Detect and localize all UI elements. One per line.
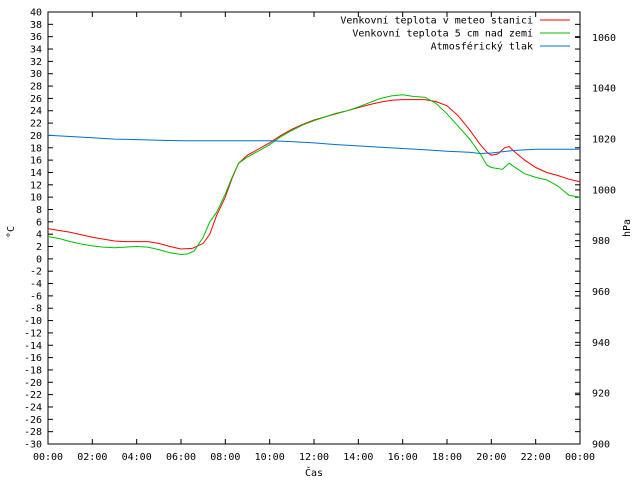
x-tick-label: 10:00: [255, 452, 285, 463]
series-lines: [47, 94, 581, 256]
y-left-tick-label: -18: [24, 365, 42, 376]
legend-label: Venkovní teplota v meteo stanici: [340, 15, 533, 27]
y-left-tick-label: -2: [30, 267, 42, 278]
y-left-tick-label: 32: [30, 57, 42, 68]
y-left-tick-label: -24: [24, 402, 42, 413]
y-left-tick-label: -26: [24, 415, 42, 426]
x-tick-label: 08:00: [210, 452, 240, 463]
y-left-tick-label: 0: [36, 254, 42, 265]
series-line-1: [47, 94, 581, 256]
y-left-tick-label: 40: [30, 8, 42, 19]
y-right-tick-label: 960: [592, 287, 610, 298]
legend: Venkovní teplota v meteo staniciVenkovní…: [340, 15, 570, 53]
x-tick-label: 12:00: [299, 452, 329, 463]
y-left-tick-label: 18: [30, 143, 42, 154]
y-left-tick-label: 36: [30, 32, 42, 43]
y-left-tick-label: -10: [24, 316, 42, 327]
x-tick-label: 16:00: [388, 452, 418, 463]
x-tick-label: 04:00: [122, 452, 152, 463]
y-left-tick-label: -16: [24, 353, 42, 364]
y-left-tick-label: -30: [24, 440, 42, 451]
y-right-tick-label: 920: [592, 389, 610, 400]
y-left-tick-label: -28: [24, 427, 42, 438]
y-left-axis-label: °C: [6, 226, 17, 238]
y-left-tick-label: 6: [36, 217, 42, 228]
y-left-tick-label: 22: [30, 119, 42, 130]
x-tick-label: 00:00: [565, 452, 595, 463]
x-tick-label: 22:00: [521, 452, 551, 463]
y-left-tick-label: 28: [30, 82, 42, 93]
y-left-axis: 4038363432302826242220181614121086420-2-…: [24, 8, 580, 451]
x-tick-label: 18:00: [432, 452, 462, 463]
y-right-tick-label: 980: [592, 236, 610, 247]
y-left-tick-label: -8: [30, 304, 42, 315]
y-left-tick-label: 8: [36, 205, 42, 216]
y-left-tick-label: 20: [30, 131, 42, 142]
y-left-tick-label: 24: [30, 106, 42, 117]
y-left-tick-label: -4: [30, 279, 42, 290]
y-left-tick-label: -14: [24, 341, 42, 352]
x-tick-label: 00:00: [33, 452, 63, 463]
y-left-tick-label: 38: [30, 20, 42, 31]
x-tick-label: 06:00: [166, 452, 196, 463]
y-left-tick-label: 34: [30, 45, 42, 56]
x-tick-label: 14:00: [343, 452, 373, 463]
plot-frame: [47, 11, 581, 445]
x-tick-label: 02:00: [77, 452, 107, 463]
y-left-tick-label: 30: [30, 69, 42, 80]
legend-label: Atmosférický tlak: [431, 41, 533, 53]
y-right-tick-label: 900: [592, 440, 610, 451]
y-right-axis-label: hPa: [622, 219, 633, 237]
y-left-tick-label: 12: [30, 180, 42, 191]
y-left-tick-label: 4: [36, 230, 42, 241]
y-left-tick-label: 16: [30, 156, 42, 167]
x-tick-label: 20:00: [476, 452, 506, 463]
series-line-2: [47, 134, 580, 155]
y-left-tick-label: -6: [30, 291, 42, 302]
x-axis-label: Čas: [305, 466, 323, 479]
y-left-tick-label: 2: [36, 242, 42, 253]
y-right-tick-label: 1060: [592, 33, 616, 44]
y-right-tick-label: 1020: [592, 135, 616, 146]
y-left-tick-label: 26: [30, 94, 42, 105]
x-axis: 00:00 02:00 04:00 06:00 08:00 10:00 12:00 14:00…: [33, 12, 595, 463]
y-right-tick-label: 1040: [592, 84, 616, 95]
y-left-tick-label: 10: [30, 193, 42, 204]
y-left-tick-label: -20: [24, 378, 42, 389]
y-left-tick-label: 14: [30, 168, 42, 179]
y-left-tick-label: -22: [24, 390, 42, 401]
y-right-axis: 1060 1040 1020 1000 980 960 940 920 900: [575, 33, 616, 451]
y-right-tick-label: 940: [592, 338, 610, 349]
y-left-tick-label: -12: [24, 328, 42, 339]
legend-label: Venkovní teplota 5 cm nad zemí: [352, 28, 533, 40]
series-line-0: [47, 99, 581, 250]
y-right-tick-label: 1000: [592, 185, 616, 196]
